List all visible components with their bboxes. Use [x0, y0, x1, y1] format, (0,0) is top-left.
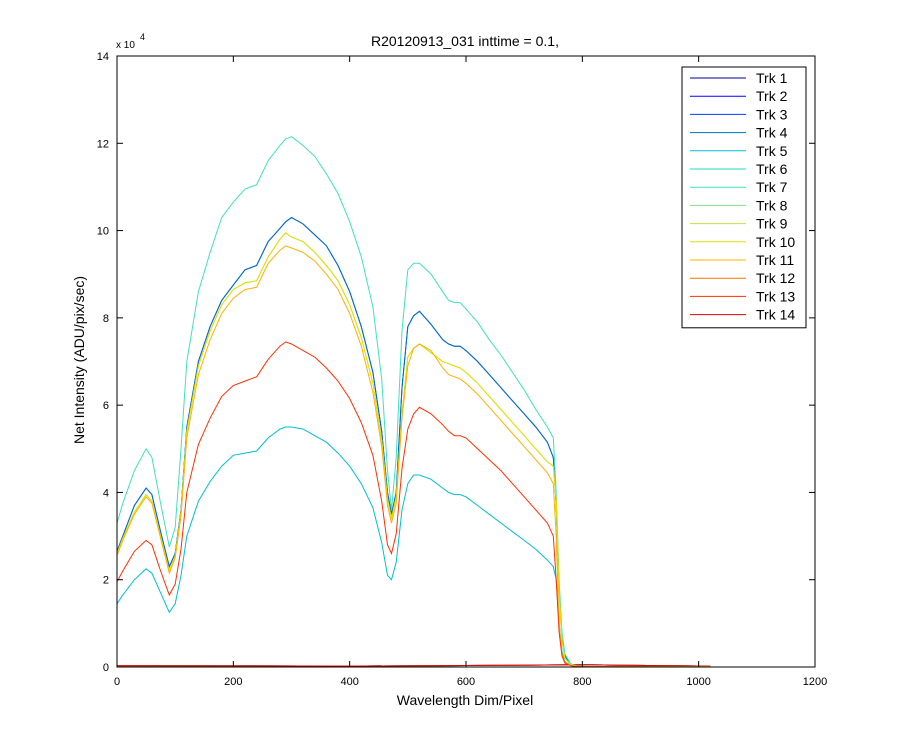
- legend-label: Trk 4: [756, 125, 788, 141]
- series-line-trk-10: [116, 232, 711, 668]
- legend-label: Trk 9: [756, 216, 788, 232]
- series-line-trk-11: [116, 245, 711, 668]
- y-axis-label: Net Intensity (ADU/pix/sec): [71, 276, 87, 444]
- series-line-trk-7: [116, 136, 711, 668]
- x-tick-label: 0: [114, 676, 120, 688]
- legend-label: Trk 1: [756, 70, 788, 86]
- axes: 0 200 400 600 800 1000 1200 0 2 4 6 8 10 12 14: [97, 51, 827, 688]
- legend: Trk 1 Trk 2 Trk 3 Trk 4 Trk 5 Trk 6 Trk 7 Trk 8…: [681, 66, 807, 329]
- y-tick-label: 10: [97, 226, 109, 238]
- series-layer: [116, 136, 711, 668]
- x-tick-label: 600: [457, 676, 475, 688]
- series-line-trk-5: [116, 426, 711, 668]
- legend-label: Trk 14: [756, 307, 795, 323]
- x-tick-label: 1200: [803, 676, 827, 688]
- x-tick-label: 400: [340, 676, 358, 688]
- series-line-trk-14: [116, 664, 711, 667]
- y-tick-label: 8: [103, 313, 109, 325]
- y-exponent-power: 4: [140, 32, 145, 42]
- x-tick-label: 200: [224, 676, 242, 688]
- legend-label: Trk 2: [756, 88, 788, 104]
- legend-label: Trk 6: [756, 161, 788, 177]
- legend-label: Trk 7: [756, 179, 788, 195]
- y-exponent-base: x 10: [116, 40, 135, 51]
- legend-label: Trk 10: [756, 234, 795, 250]
- chart-title: R20120913_031 inttime = 0.1,: [371, 33, 559, 49]
- legend-label: Trk 13: [756, 288, 795, 304]
- legend-label: Trk 12: [756, 270, 795, 286]
- legend-label: Trk 8: [756, 197, 788, 213]
- x-tick-label: 800: [573, 676, 591, 688]
- y-tick-label: 4: [103, 487, 109, 499]
- y-tick-label: 14: [97, 51, 109, 63]
- y-tick-label: 2: [103, 575, 109, 587]
- legend-box: [681, 66, 807, 329]
- x-tick-label: 1000: [686, 676, 710, 688]
- x-axis-label: Wavelength Dim/Pixel: [397, 692, 533, 708]
- series-line-trk-13: [116, 341, 711, 668]
- y-tick-label: 0: [103, 662, 109, 674]
- legend-label: Trk 3: [756, 106, 788, 122]
- y-tick-label: 12: [97, 138, 109, 150]
- legend-label: Trk 5: [756, 143, 788, 159]
- y-tick-label: 6: [103, 400, 109, 412]
- legend-label: Trk 11: [756, 252, 794, 268]
